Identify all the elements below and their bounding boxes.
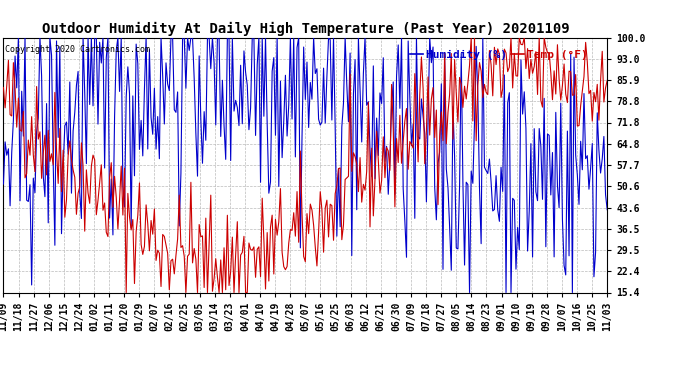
Text: Copyright 2020 Cartronics.com: Copyright 2020 Cartronics.com	[5, 45, 150, 54]
Legend: Humidity (%), Temp (°F): Humidity (%), Temp (°F)	[405, 46, 593, 64]
Title: Outdoor Humidity At Daily High Temperature (Past Year) 20201109: Outdoor Humidity At Daily High Temperatu…	[41, 22, 569, 36]
